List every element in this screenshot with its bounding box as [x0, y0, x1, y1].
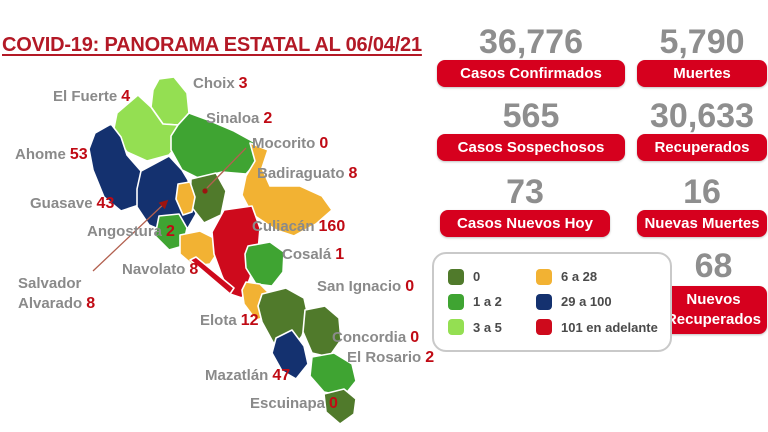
region-escuinapa: [323, 388, 357, 425]
sinaloa-choropleth-map: [88, 76, 357, 425]
stat-value-new-deaths: 16: [683, 173, 721, 211]
region-culiacan: [211, 205, 261, 299]
map-label-navolato: Navolato 8: [122, 261, 199, 278]
map-label-badiraguato: Badiraguato 8: [257, 165, 358, 182]
legend-label: 6 a 28: [561, 269, 598, 285]
region-guasave: [136, 155, 197, 234]
legend-swatch-1-2: [448, 293, 464, 310]
stat-muertes: 5,790 Muertes: [637, 24, 767, 87]
legend-swatch-0: [448, 268, 464, 285]
map-label-sinaloa: Sinaloa 2: [206, 110, 273, 127]
legend-item-1-2: 1 a 2: [448, 293, 536, 310]
stat-value-recovered: 30,633: [650, 97, 754, 135]
region-navolato: [179, 230, 219, 267]
map-label-culiacan: Culiacán 160: [252, 218, 346, 235]
stat-value-suspected: 565: [502, 97, 560, 135]
stat-value-deaths: 5,790: [659, 23, 745, 61]
map-label-choix: Choix 3: [193, 75, 248, 92]
stat-label-new-recovered: Nuevos Recuperados: [660, 286, 767, 334]
mocorito-dot: [202, 188, 208, 194]
legend-swatch-6-28: [536, 268, 552, 285]
region-culiacan-coastal-spike: [189, 256, 235, 295]
map-label-guasave: Guasave 43: [30, 195, 115, 212]
stat-label-suspected: Casos Sospechosos: [437, 134, 625, 161]
region-cosala: [244, 241, 285, 287]
legend-item-29-100: 29 a 100: [536, 293, 662, 310]
stat-value-new-recovered: 68: [694, 247, 733, 285]
legend-item-101: 101 en adelante: [536, 319, 662, 336]
stat-nuevas-muertes: 16 Nuevas Muertes: [637, 174, 767, 237]
stat-label-new-deaths: Nuevas Muertes: [637, 210, 767, 237]
stat-nuevos-recuperados: 68 Nuevos Recuperados: [660, 248, 767, 334]
leader-line-mocorito: [206, 147, 247, 189]
leader-line-salvador-alvarado: [92, 199, 169, 272]
stat-value-confirmed: 36,776: [479, 23, 583, 61]
region-salvador-alvarado: [175, 181, 196, 216]
legend-item-3-5: 3 a 5: [448, 319, 536, 336]
map-label-escuinapa: Escuinapa 0: [250, 395, 338, 412]
map-label-mazatlan: Mazatlán 47: [205, 367, 291, 384]
stat-label-deaths: Muertes: [637, 60, 767, 87]
stat-label-new-cases: Casos Nuevos Hoy: [440, 210, 610, 237]
legend-item-0: 0: [448, 268, 536, 285]
legend-label: 0: [473, 269, 481, 285]
stat-label-confirmed: Casos Confirmados: [437, 60, 625, 87]
region-mazatlan: [271, 329, 309, 380]
map-label-concordia: Concordia 0: [332, 329, 420, 346]
legend: 0 1 a 2 3 a 5 6 a 28 29 a 100 101 en ade…: [432, 252, 672, 352]
legend-label: 29 a 100: [561, 294, 612, 310]
stat-casos-confirmados: 36,776 Casos Confirmados: [437, 24, 625, 87]
region-sinaloa: [170, 112, 258, 179]
region-el-rosario: [309, 352, 357, 397]
stat-casos-nuevos-hoy: 73 Casos Nuevos Hoy: [440, 174, 610, 237]
legend-label: 3 a 5: [473, 319, 502, 335]
stat-value-new-cases: 73: [506, 173, 544, 211]
stat-label-recovered: Recuperados: [637, 134, 767, 161]
map-label-san-ignacio: San Ignacio 0: [317, 278, 415, 295]
legend-label: 101 en adelante: [561, 319, 658, 335]
stat-recuperados: 30,633 Recuperados: [637, 98, 767, 161]
map-label-ahome: Ahome 53: [15, 146, 88, 163]
legend-label: 1 a 2: [473, 294, 502, 310]
region-badiraguato: [241, 142, 333, 237]
map-label-mocorito: Mocorito 0: [252, 135, 329, 152]
map-label-el-rosario: El Rosario 2: [347, 349, 435, 366]
map-label-angostura: Angostura 2: [87, 223, 175, 240]
region-concordia: [302, 305, 342, 358]
map-label-salvador-alvarado: Salvador Alvarado 8: [18, 275, 96, 312]
legend-swatch-3-5: [448, 319, 464, 336]
page-title: COVID-19: PANORAMA ESTATAL AL 06/04/21: [2, 34, 422, 56]
legend-swatch-101: [536, 319, 552, 336]
legend-item-6-28: 6 a 28: [536, 268, 662, 285]
map-label-elota: Elota 12: [200, 312, 259, 329]
stat-casos-sospechosos: 565 Casos Sospechosos: [437, 98, 625, 161]
map-label-el-fuerte: El Fuerte 4: [53, 88, 131, 105]
legend-swatch-29-100: [536, 293, 552, 310]
map-label-cosala: Cosalá 1: [282, 246, 345, 263]
